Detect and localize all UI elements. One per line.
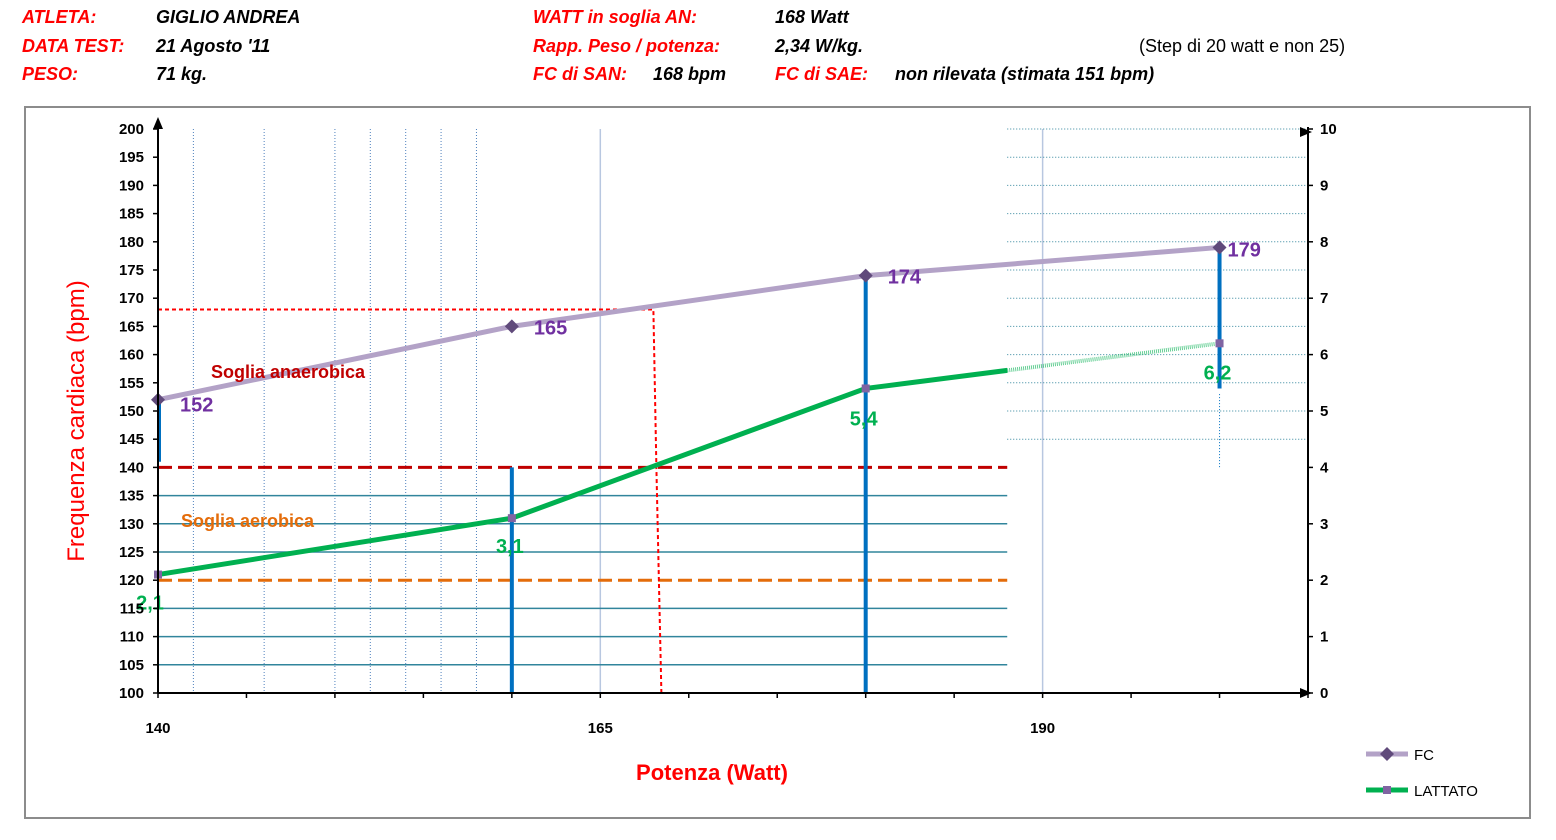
fc-data-label: 174 [888, 267, 922, 289]
y2-tick-label: 4 [1320, 459, 1329, 476]
y2-tick-label: 0 [1320, 685, 1328, 702]
y-tick-label: 150 [119, 403, 144, 420]
fc-data-label: 165 [534, 317, 567, 339]
rapp-peso-label: Rapp. Peso / potenza: [533, 36, 721, 56]
legend-fc-label: FC [1414, 747, 1434, 764]
y-tick-label: 135 [119, 488, 144, 505]
y2-tick-label: 8 [1320, 234, 1328, 251]
anaerobic-threshold-label: Soglia anaerobica [211, 362, 366, 382]
peso-value: 71 kg. [156, 64, 208, 84]
fc-data-label: 152 [180, 395, 213, 417]
y-axis-arrow [153, 117, 163, 129]
legend-lattato-marker [1383, 786, 1391, 794]
y-tick-label: 145 [119, 431, 144, 448]
watt-soglia-label: WATT in soglia AN: [533, 7, 697, 27]
y-tick-label: 200 [119, 121, 144, 138]
atleta-label: ATLETA: [22, 7, 97, 27]
y-tick-label: 125 [119, 544, 144, 561]
y2-axis-arrow [1300, 127, 1312, 137]
y-tick-label: 170 [119, 290, 144, 307]
legend-lattato-label: LATTATO [1414, 783, 1478, 800]
fc-san-value: 168 bpm [653, 64, 727, 84]
peso-label: PESO: [22, 64, 79, 84]
y-axis-title: Frequenza cardiaca (bpm) [63, 280, 90, 561]
step-note: (Step di 20 watt e non 25) [1139, 36, 1346, 56]
y2-tick-label: 10 [1320, 121, 1337, 138]
y-tick-label: 130 [119, 516, 144, 533]
lattato-series-line [157, 367, 1008, 578]
fc-sae-value: non rilevata (stimata 151 bpm) [895, 64, 1155, 84]
fc-data-label: 179 [1228, 239, 1261, 261]
y-tick-label: 100 [119, 685, 144, 702]
y-tick-label: 175 [119, 262, 144, 279]
x-tick-label: 165 [588, 720, 613, 737]
y-tick-label: 180 [119, 234, 144, 251]
fc-point-marker [504, 319, 519, 334]
threshold-guide-line [158, 308, 663, 694]
y-tick-label: 110 [120, 629, 144, 646]
fc-sae-label: FC di SAE: [775, 64, 868, 84]
x-axis-arrow [1300, 688, 1312, 698]
y2-tick-label: 6 [1320, 347, 1328, 364]
fc-point-marker [858, 268, 873, 283]
lattato-series-line [1006, 341, 1220, 373]
y-tick-label: 185 [119, 206, 144, 223]
fc-series-line [157, 244, 1220, 403]
y2-tick-label: 2 [1320, 572, 1328, 589]
aerobic-threshold-label: Soglia aerobica [181, 511, 315, 531]
rapp-peso-value: 2,34 W/kg. [775, 36, 864, 56]
y2-tick-label: 5 [1320, 403, 1328, 420]
fc-san-label: FC di SAN: [533, 64, 627, 84]
y-tick-label: 190 [119, 177, 144, 194]
lattato-data-label: 3,1 [496, 536, 524, 558]
y-tick-label: 160 [119, 347, 144, 364]
y-tick-label: 155 [119, 375, 144, 392]
y2-tick-label: 3 [1320, 516, 1328, 533]
y2-tick-label: 9 [1320, 177, 1328, 194]
data-test-value: 21 Agosto '11 [156, 36, 271, 56]
y-tick-label: 195 [119, 149, 144, 166]
lattato-point-marker [507, 514, 516, 523]
y2-tick-label: 7 [1320, 290, 1328, 307]
watt-soglia-value: 168 Watt [775, 7, 849, 27]
data-test-label: DATA TEST: [22, 36, 125, 56]
y2-tick-label: 1 [1320, 629, 1328, 646]
lattato-data-label: 5,4 [850, 408, 879, 430]
y-tick-label: 120 [119, 572, 144, 589]
lattato-point-marker [1215, 339, 1224, 348]
y-tick-label: 115 [120, 600, 144, 617]
y-tick-label: 165 [119, 318, 144, 335]
x-tick-label: 140 [145, 720, 170, 737]
fc-point-marker [1212, 240, 1227, 255]
y-tick-label: 105 [119, 657, 144, 674]
chart-frame [24, 106, 1531, 819]
x-axis-title: Potenza (Watt) [636, 760, 788, 785]
y-tick-label: 140 [119, 459, 144, 476]
x-tick-label: 190 [1030, 720, 1055, 737]
lattato-point-marker [861, 384, 870, 393]
lattato-data-label: 6,2 [1204, 362, 1232, 384]
atleta-value: GIGLIO ANDREA [156, 7, 301, 27]
legend-fc-marker [1380, 747, 1394, 761]
